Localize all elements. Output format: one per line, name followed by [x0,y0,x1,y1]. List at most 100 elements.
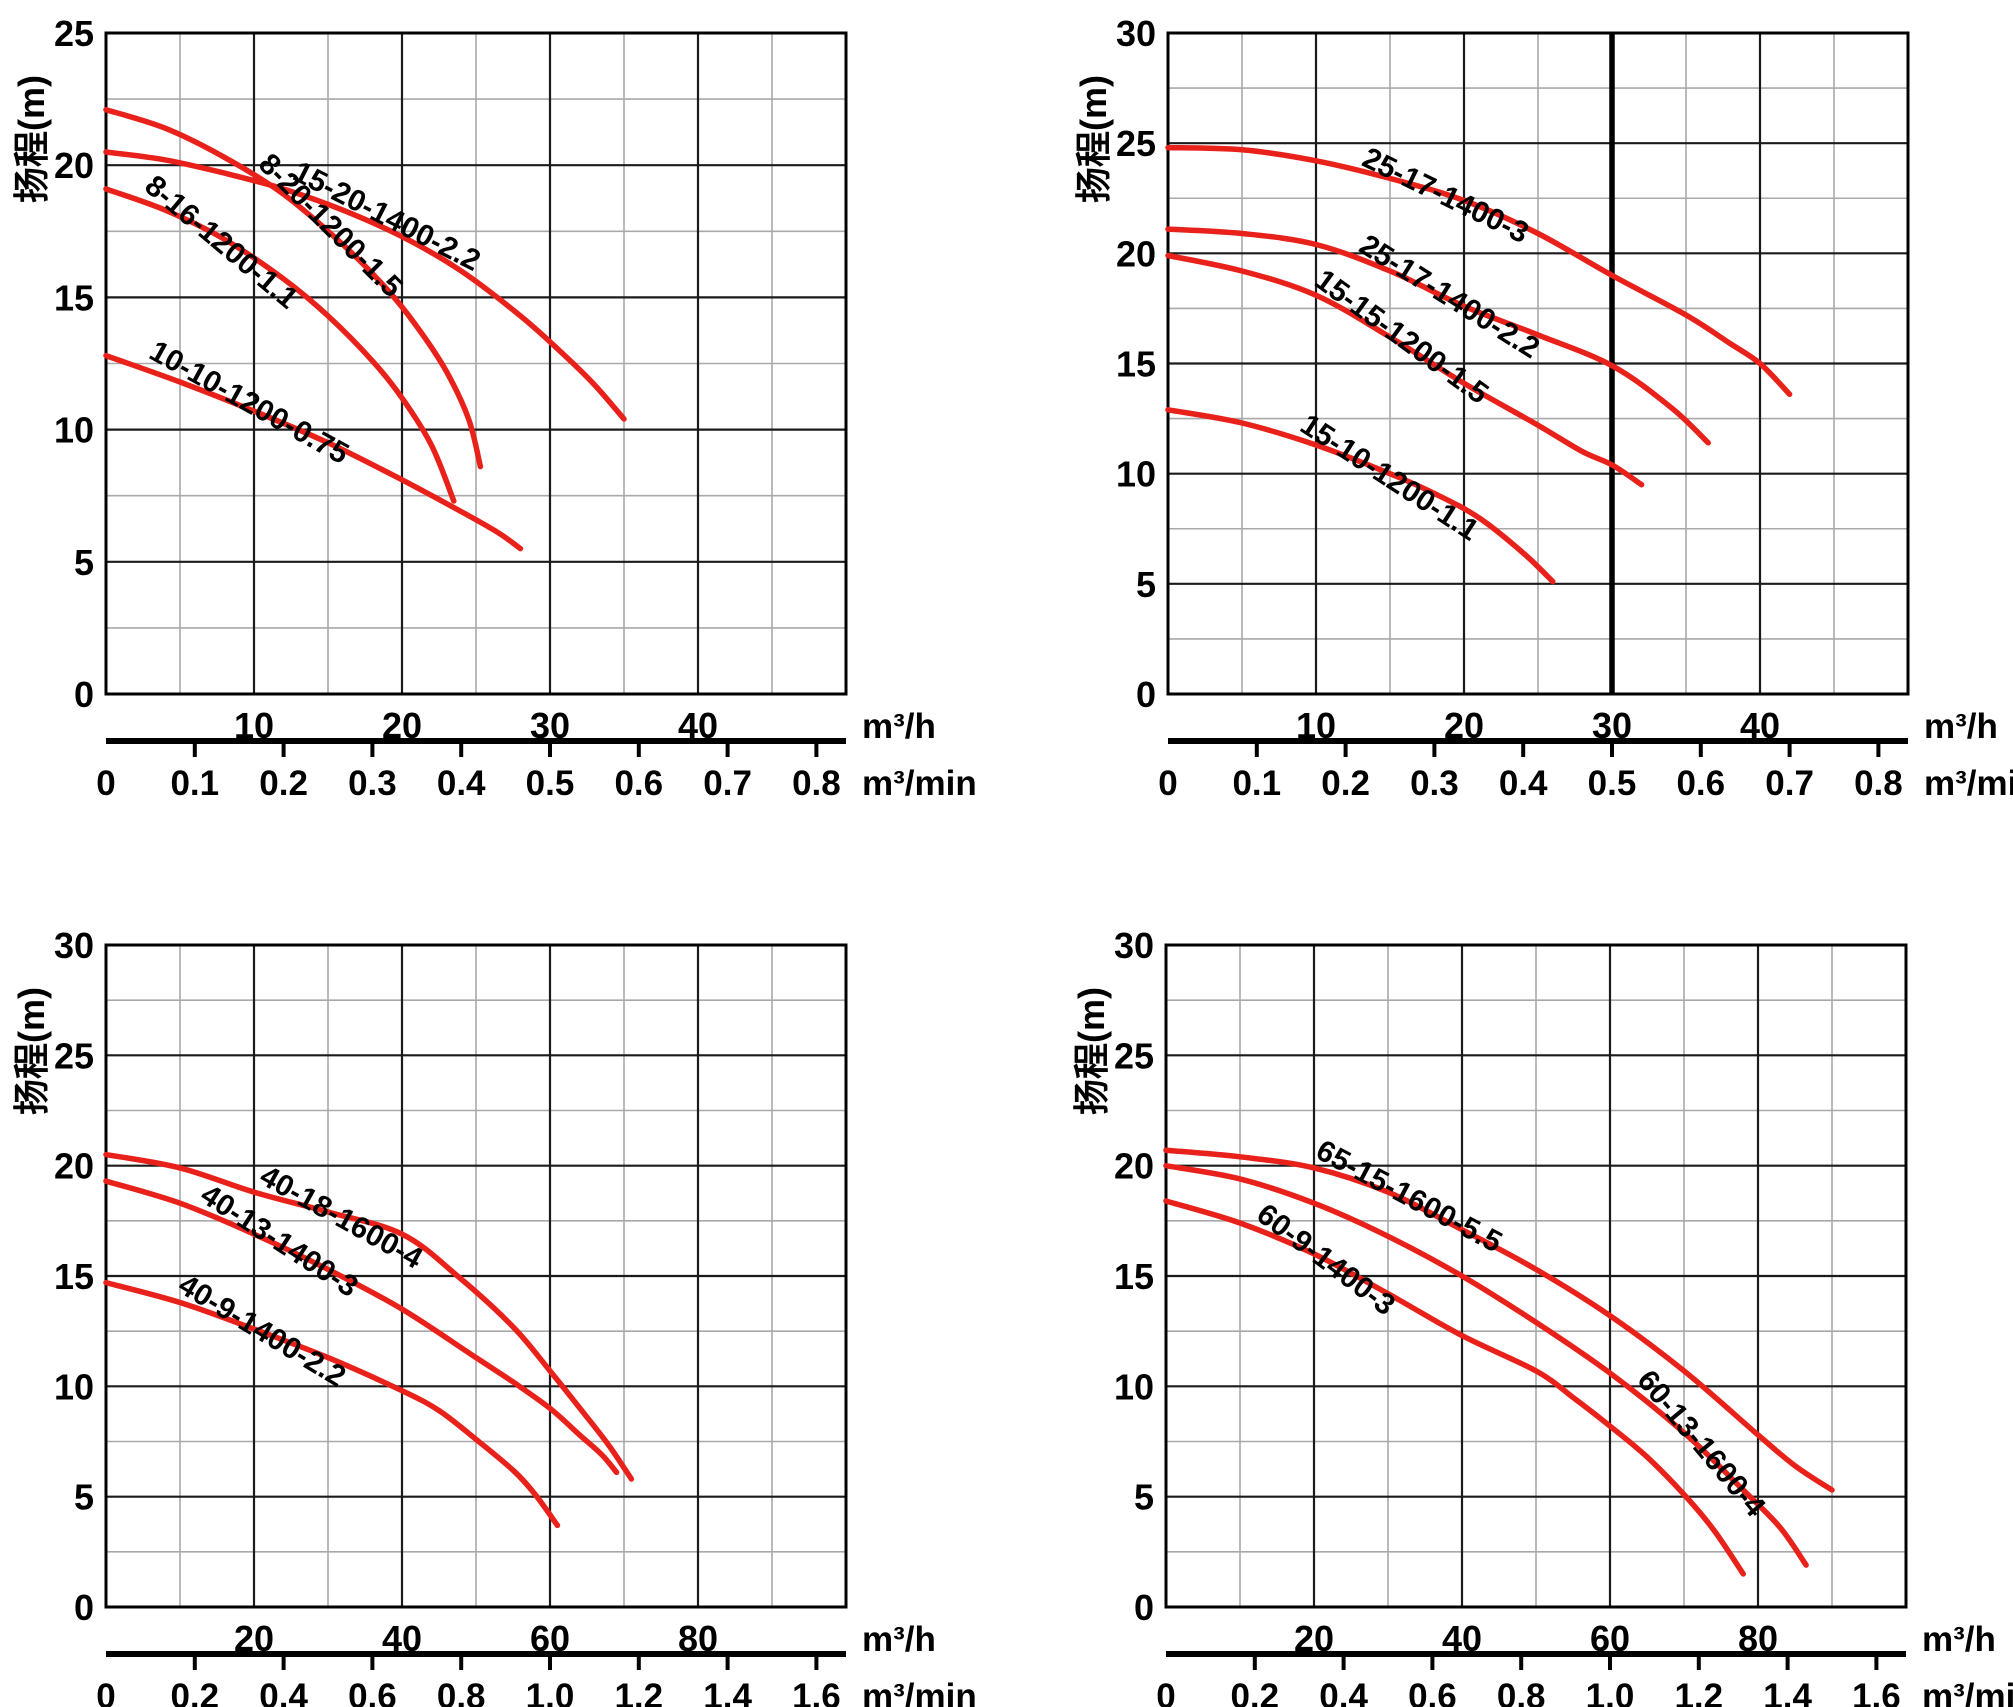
curve-40-9-1400-2.2 [103,1279,561,1529]
min-tick-label: 0 [1158,764,1177,803]
y-tick-label: 25 [54,13,94,54]
curves [1163,1147,1835,1577]
y-axis-title: 扬程(m) [11,987,52,1115]
min-tick-label: 0.4 [259,1677,308,1707]
min-tick-label: 1.6 [1852,1677,1901,1707]
grid-major [106,33,846,694]
y-tick-label: 10 [1116,454,1156,495]
y-tick-label: 15 [54,1256,94,1297]
plot-border [1164,943,1908,1609]
min-tick-label: 1.4 [703,1677,752,1707]
min-tick-label: 0 [1156,1677,1175,1707]
curve-8-16-1200-1.1 [103,186,457,504]
grid-major [1166,945,1906,1607]
curve-25-17-1400-3 [1165,144,1793,398]
min-tick-label: 0.8 [792,764,841,803]
unit-m3h-label: m³/h [862,707,936,746]
plot-border [104,31,848,696]
y-tick-label: 10 [54,1366,94,1407]
y-tick-label: 15 [54,277,94,318]
unit-m3min-label: m³/min [1924,764,2013,803]
unit-m3min-label: m³/min [1922,1677,2013,1707]
curve-label-65-15-1600-5.5: 65-15-1600-5.5 [1311,1134,1508,1259]
min-tick-label: 1.0 [526,1677,575,1707]
min-tick-label: 0.5 [1588,764,1637,803]
curve-label-10-10-1200-0.75: 10-10-1200-0.75 [144,334,354,470]
min-tick-label: 0.4 [1319,1677,1368,1707]
unit-m3min-label: m³/min [862,1677,977,1707]
y-tick-label: 30 [1116,13,1156,54]
unit-m3h-label: m³/h [1924,707,1998,746]
min-tick-label: 0.5 [526,764,575,803]
y-tick-label: 15 [1114,1256,1154,1297]
min-tick-label: 0.6 [1676,764,1725,803]
curves [103,1151,635,1529]
y-axis-labels: 0 5 10 15 20 25 30 [54,925,94,1628]
y-tick-label: 20 [54,1146,94,1187]
y-tick-label: 5 [74,542,94,583]
y-tick-label: 25 [54,1035,94,1076]
min-tick-label: 0.2 [170,1677,219,1707]
min-tick-label: 1.2 [614,1677,663,1707]
unit-m3min-label: m³/min [862,764,977,803]
curve-label-25-17-1400-3: 25-17-1400-3 [1357,141,1533,250]
y-tick-label: 10 [1114,1366,1154,1407]
plot-border [1166,31,1910,696]
curve-8-20-1200-1.5 [103,106,484,470]
min-tick-label: 1.4 [1763,1677,1812,1707]
min-tick-label: 1.6 [792,1677,841,1707]
curve-25-17-1400-2.2 [1165,226,1711,446]
min-tick-label: 0.2 [259,764,308,803]
min-tick-label: 0.3 [348,764,397,803]
y-tick-label: 5 [74,1477,94,1518]
curve-40-13-1400-3 [103,1178,620,1476]
min-axis: 0 0.2 0.4 0.6 0.8 1.0 1.2 1.4 1.6 m³/min [1156,1651,2013,1707]
min-tick-label: 0.3 [1410,764,1459,803]
min-tick-label: 0.6 [348,1677,397,1707]
min-tick-label: 0.1 [1232,764,1281,803]
unit-m3h-label: m³/h [862,1620,936,1659]
y-tick-label: 25 [1116,123,1156,164]
y-tick-label: 0 [74,674,94,715]
curve-label-25-17-1400-2.2: 25-17-1400-2.2 [1354,228,1545,365]
y-axis-title: 扬程(m) [1073,75,1114,203]
y-tick-label: 30 [54,925,94,966]
y-tick-label: 20 [54,145,94,186]
y-axis-labels: 0 5 10 15 20 25 30 [1114,925,1154,1628]
y-tick-label: 25 [1114,1035,1154,1076]
y-tick-label: 20 [1116,233,1156,274]
y-axis-title: 扬程(m) [1071,987,1112,1115]
unit-m3h-label: m³/h [1922,1620,1996,1659]
curve-label-60-9-1400-3: 60-9-1400-3 [1251,1197,1401,1322]
y-axis-title: 扬程(m) [11,75,52,203]
min-tick-label: 0.6 [1408,1677,1457,1707]
min-tick-label: 0.7 [703,764,752,803]
y-tick-label: 20 [1114,1146,1154,1187]
curve-60-9-1400-3 [1163,1198,1746,1577]
y-tick-label: 10 [54,410,94,451]
grid-minor [106,33,846,694]
curve-15-20-1400-2.2 [103,149,627,422]
min-tick-label: 0.2 [1230,1677,1279,1707]
grid-major [106,945,846,1607]
min-tick-label: 0.4 [1499,764,1548,803]
curves [1165,144,1793,585]
y-tick-label: 15 [1116,344,1156,385]
y-tick-label: 5 [1134,1477,1154,1518]
min-tick-label: 0.8 [1497,1677,1546,1707]
y-axis-labels: 0 5 10 15 20 25 [54,13,94,715]
min-tick-label: 1.0 [1586,1677,1635,1707]
curves [103,106,627,552]
min-tick-label: 0 [96,764,115,803]
min-tick-label: 0.6 [614,764,663,803]
curve-10-10-1200-0.75 [103,352,524,552]
min-tick-label: 0.4 [437,764,486,803]
y-tick-label: 5 [1136,564,1156,605]
y-tick-label: 0 [1134,1587,1154,1628]
